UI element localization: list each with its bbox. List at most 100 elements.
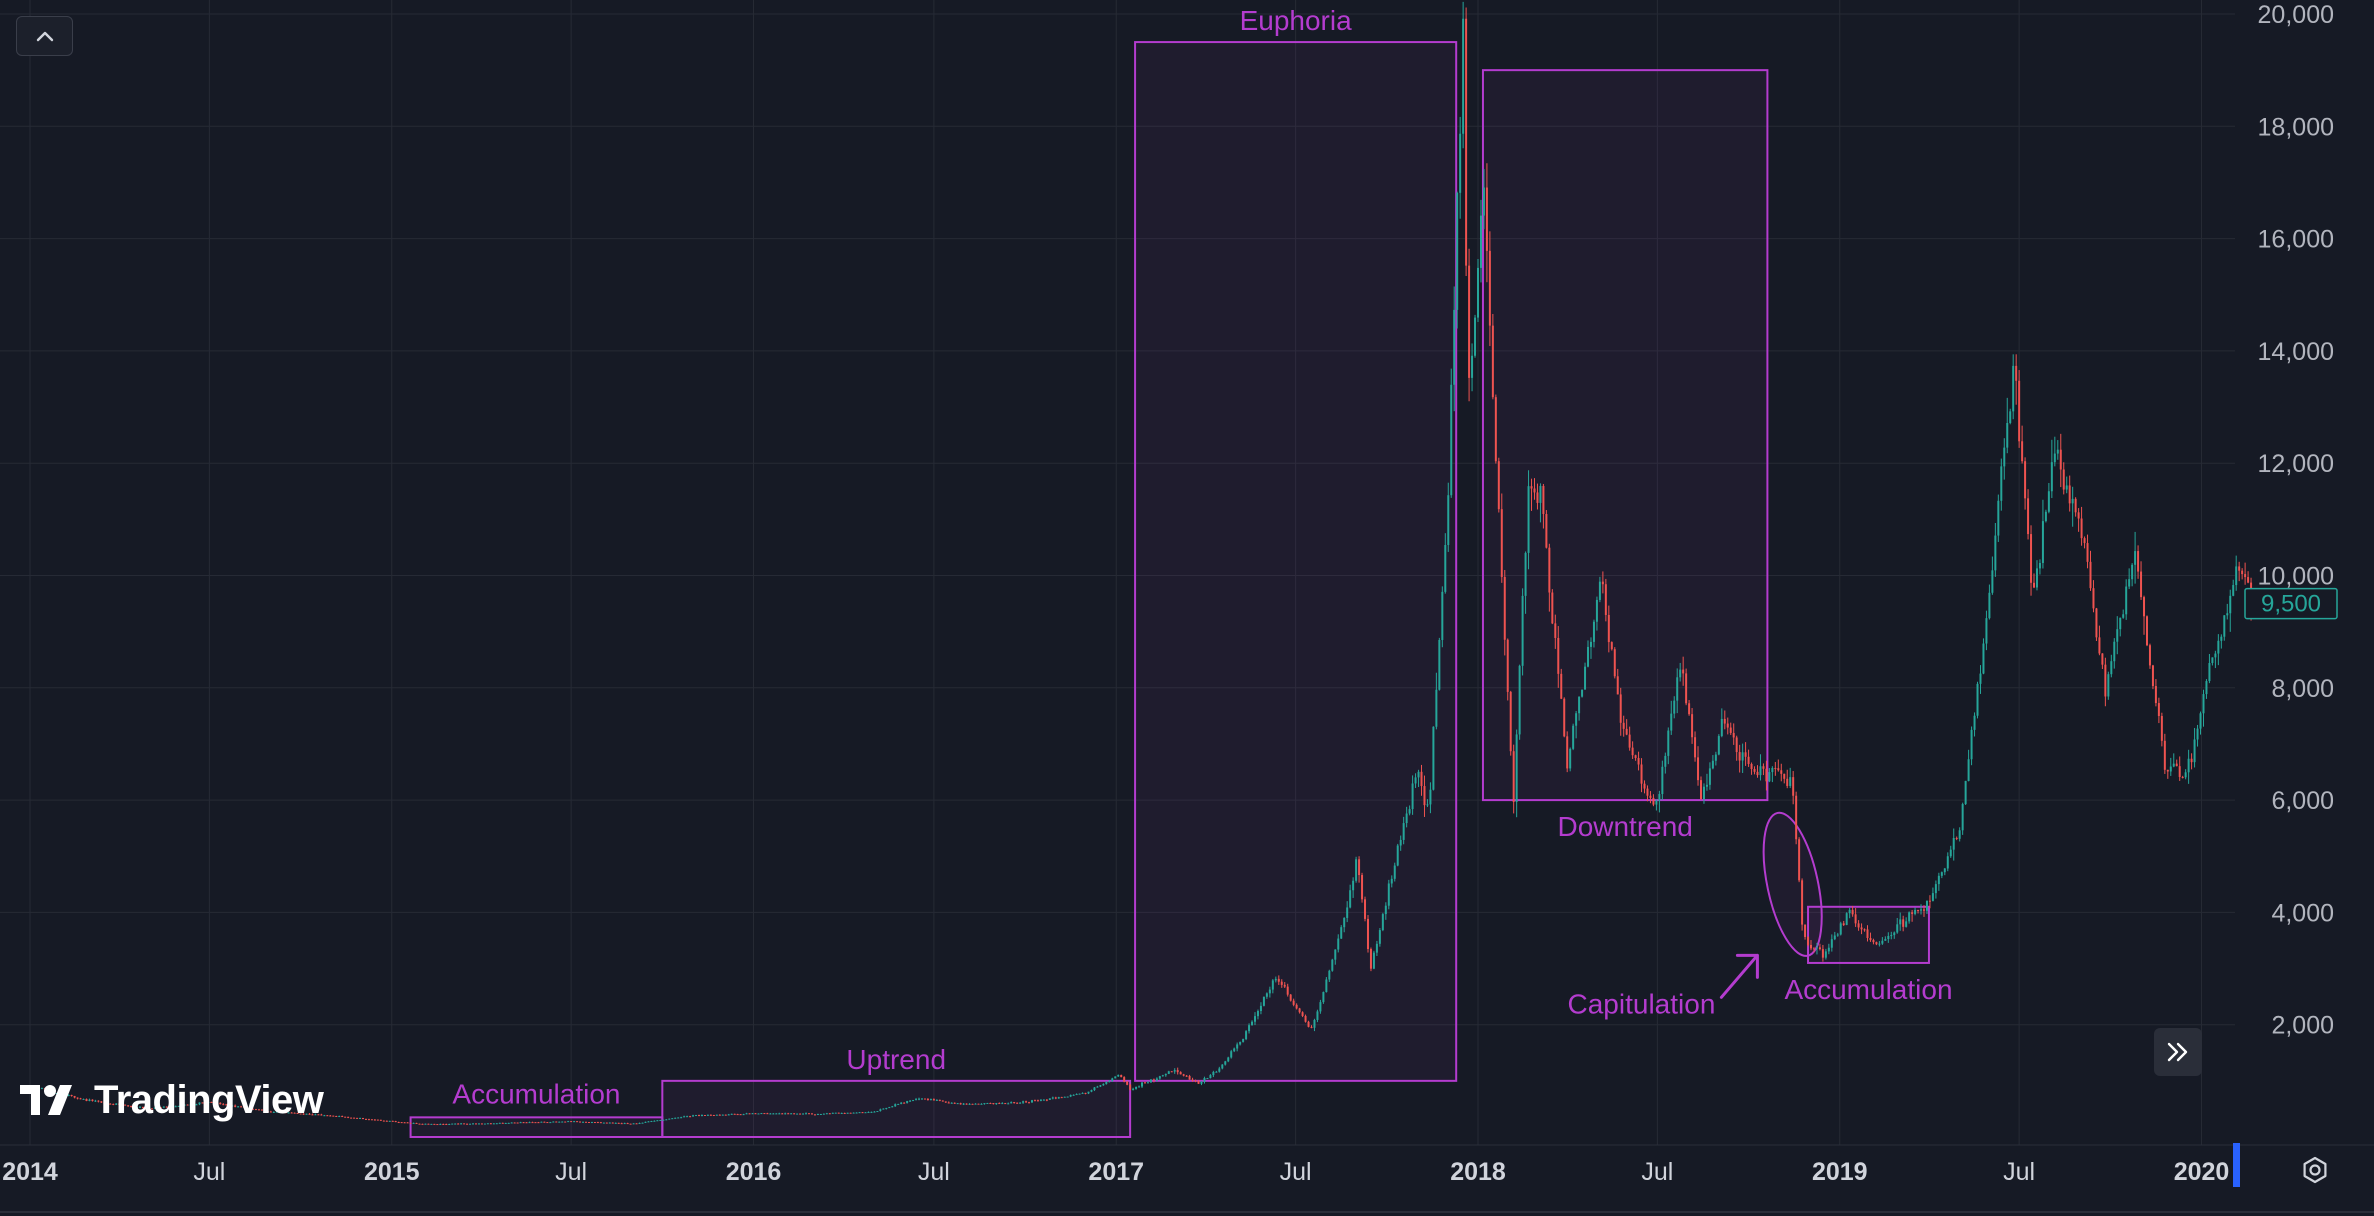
candle-body xyxy=(956,1103,959,1105)
candle-body xyxy=(903,1102,906,1104)
collapse-button[interactable] xyxy=(16,16,73,56)
candle-body xyxy=(1453,309,1456,385)
candle-body xyxy=(257,1109,260,1111)
candle-body xyxy=(1251,1021,1254,1026)
candle-body xyxy=(974,1103,977,1105)
candle-body xyxy=(992,1103,995,1105)
candle-body xyxy=(540,1121,543,1123)
candle-body xyxy=(367,1119,370,1121)
candle-body xyxy=(153,1107,156,1109)
candle-body xyxy=(409,1122,412,1124)
tradingview-logo[interactable]: TradingView xyxy=(20,1074,324,1126)
candle-body xyxy=(2143,597,2146,617)
candle-body xyxy=(1111,1078,1114,1082)
candle-body xyxy=(1387,883,1390,906)
candle-body xyxy=(1146,1082,1149,1084)
candle-body xyxy=(700,1114,703,1116)
candle-body xyxy=(2140,571,2143,598)
candle-body xyxy=(1066,1096,1069,1098)
candle-body xyxy=(1423,786,1426,806)
candle-body xyxy=(1132,1088,1135,1090)
candle-body xyxy=(463,1123,466,1125)
candle-body xyxy=(1610,642,1613,650)
candle-body xyxy=(430,1123,433,1125)
candle-body xyxy=(1031,1100,1034,1103)
candle-body xyxy=(1768,772,1771,782)
candle-body xyxy=(1795,795,1798,840)
candle-body xyxy=(1230,1051,1233,1058)
candle-body xyxy=(1908,912,1911,922)
candle-body xyxy=(715,1114,718,1116)
x-tick-label: 2015 xyxy=(364,1158,420,1186)
y-tick-label: 8,000 xyxy=(2271,675,2334,703)
candle-body xyxy=(790,1113,793,1115)
candle-body xyxy=(834,1112,837,1114)
candle-body xyxy=(1429,789,1432,805)
candle-body xyxy=(1414,777,1417,784)
candle-body xyxy=(1581,689,1584,697)
scroll-to-realtime-button[interactable] xyxy=(2154,1028,2202,1076)
candle-body xyxy=(1194,1080,1197,1082)
candle-body xyxy=(534,1122,537,1124)
candle-body xyxy=(1943,868,1946,873)
candle-body xyxy=(308,1113,311,1115)
candle-body xyxy=(1622,722,1625,729)
candle-body xyxy=(1182,1074,1185,1076)
candle-body xyxy=(2208,663,2211,682)
candle-body xyxy=(1914,909,1917,914)
candle-body xyxy=(1506,639,1509,692)
candle-body xyxy=(1557,637,1560,674)
candle-body xyxy=(689,1116,692,1118)
candle-body xyxy=(1468,265,1471,378)
candle-body xyxy=(1188,1076,1191,1080)
candle-body xyxy=(2202,694,2205,714)
candle-body xyxy=(555,1121,558,1123)
candle-body xyxy=(861,1112,864,1114)
candle-body xyxy=(1726,723,1729,728)
candle-body xyxy=(2184,772,2187,778)
candle-body xyxy=(585,1121,588,1123)
candle-body xyxy=(2181,776,2184,778)
candle-body xyxy=(394,1121,397,1123)
candle-body xyxy=(1331,959,1334,971)
candle-body xyxy=(1902,919,1905,927)
candle-body xyxy=(2071,498,2074,504)
candle-body xyxy=(2217,640,2220,654)
candle-body xyxy=(1405,813,1408,824)
candle-body xyxy=(1135,1087,1138,1089)
candle-body xyxy=(1197,1080,1200,1084)
candle-body xyxy=(1854,914,1857,924)
candle-body xyxy=(1450,384,1453,496)
candle-body xyxy=(400,1122,403,1124)
candle-body xyxy=(272,1111,275,1113)
candle-body xyxy=(2205,681,2208,695)
candle-body xyxy=(1072,1094,1075,1096)
candle-body xyxy=(564,1121,567,1123)
candle-body xyxy=(1786,778,1789,786)
candle-body xyxy=(1747,756,1750,764)
candle-body xyxy=(989,1103,992,1105)
candle-body xyxy=(427,1123,430,1125)
candle-body xyxy=(915,1099,918,1101)
candle-body xyxy=(769,1113,772,1115)
candle-body xyxy=(1408,809,1411,814)
candle-body xyxy=(424,1123,427,1125)
candle-body xyxy=(1361,875,1364,900)
candle-body xyxy=(2190,758,2193,763)
gear-icon xyxy=(2303,1156,2327,1184)
candle-body xyxy=(2059,449,2062,470)
candle-body xyxy=(477,1123,480,1125)
candle-body xyxy=(614,1122,617,1124)
candle-body xyxy=(837,1112,840,1114)
candle-body xyxy=(1702,786,1705,799)
candle-body xyxy=(1105,1081,1108,1085)
chart-settings-button[interactable] xyxy=(2295,1150,2335,1190)
candle-body xyxy=(1899,919,1902,925)
candle-body xyxy=(1036,1100,1039,1102)
candle-body xyxy=(198,1102,201,1105)
candle-body xyxy=(1619,694,1622,723)
candle-body xyxy=(570,1121,573,1123)
candle-body xyxy=(1818,947,1821,950)
candle-body xyxy=(629,1123,632,1125)
